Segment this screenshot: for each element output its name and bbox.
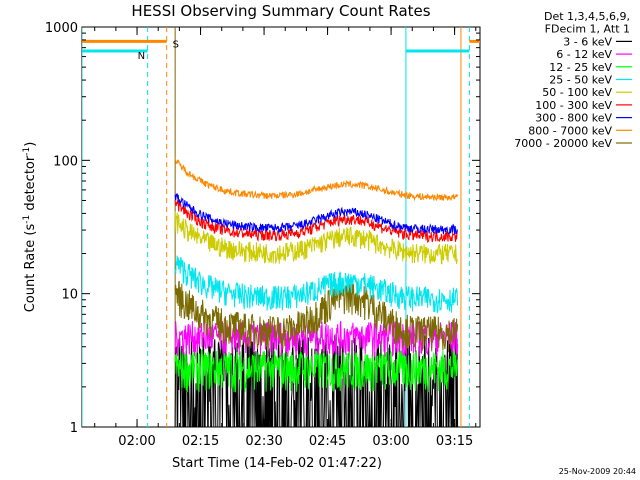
marker-label-s: S bbox=[173, 39, 179, 50]
series-line-50-100-kev bbox=[174, 211, 458, 265]
series-line-100-300-kev bbox=[174, 199, 458, 244]
legend-entry-label: 50 - 100 keV bbox=[542, 86, 612, 99]
legend-header-line: Det 1,3,4,5,6,9, bbox=[544, 10, 630, 23]
series-line-7000-20000-kev bbox=[174, 280, 459, 353]
y-label-part1: Count Rate (s bbox=[23, 224, 38, 313]
y-axis-label: Count Rate (s-1 detector-1) bbox=[22, 142, 38, 313]
y-tick-label: 1000 bbox=[45, 21, 78, 36]
legend-entry-label: 300 - 800 keV bbox=[535, 112, 612, 125]
legend-entry-label: 6 - 12 keV bbox=[556, 48, 612, 61]
legend-entry-label: 3 - 6 keV bbox=[563, 35, 612, 48]
series-line-25-50-kev bbox=[174, 255, 459, 314]
chart-title: HESSI Observing Summary Count Rates bbox=[131, 2, 430, 20]
axes: 1 10 100 1000 02:00 02:15 02:30 02:45 03:00 03:15 bbox=[45, 21, 480, 449]
plot-area: SN bbox=[82, 27, 480, 427]
series-line-3-6-kev bbox=[174, 333, 459, 427]
plot-content: SN bbox=[82, 27, 480, 427]
y-tick-label: 1 bbox=[70, 421, 78, 436]
x-tick-label: 02:45 bbox=[309, 434, 346, 449]
legend: Det 1,3,4,5,6,9,FDecim 1, Att 13 - 6 keV… bbox=[514, 10, 632, 150]
legend-entry-label: 7000 - 20000 keV bbox=[514, 137, 612, 150]
marker-label-n: N bbox=[138, 51, 145, 62]
y-label-part3: ) bbox=[23, 142, 38, 147]
legend-entry-label: 12 - 25 keV bbox=[549, 61, 612, 74]
series-line-800-7000-kev bbox=[174, 157, 459, 202]
legend-entry-label: 100 - 300 keV bbox=[535, 99, 612, 112]
legend-entry-label: 25 - 50 keV bbox=[549, 74, 612, 87]
x-tick-label: 02:15 bbox=[182, 434, 219, 449]
x-tick-label: 03:15 bbox=[436, 434, 473, 449]
x-tick-label: 02:00 bbox=[118, 434, 155, 449]
x-axis-label: Start Time (14-Feb-02 01:47:22) bbox=[172, 456, 382, 471]
y-label-sup2: -1 bbox=[22, 147, 32, 156]
y-tick-label: 10 bbox=[61, 288, 78, 303]
legend-header-line: FDecim 1, Att 1 bbox=[545, 23, 630, 36]
y-label-sup1: -1 bbox=[22, 215, 32, 224]
legend-entry-label: 800 - 7000 keV bbox=[528, 124, 612, 137]
series-line-300-800-kev bbox=[174, 193, 459, 235]
y-tick-label: 100 bbox=[53, 154, 78, 169]
footer-timestamp: 25-Nov-2009 20:44 bbox=[559, 467, 636, 476]
x-tick-label: 03:00 bbox=[372, 434, 409, 449]
x-tick-label: 02:30 bbox=[245, 434, 282, 449]
y-label-part2: detector bbox=[23, 155, 38, 215]
